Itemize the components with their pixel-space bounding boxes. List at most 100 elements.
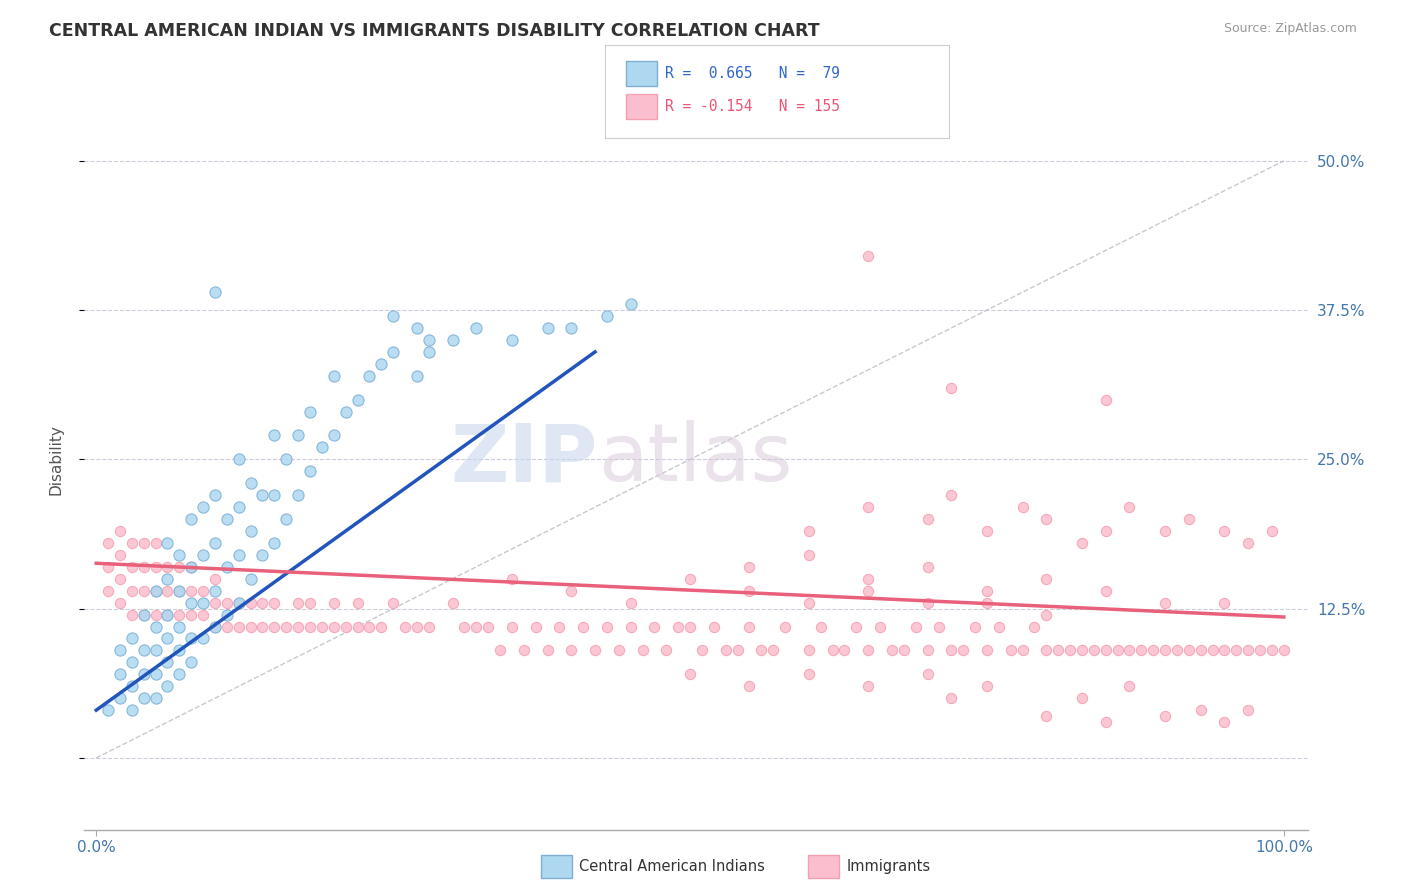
Point [738, 619, 761, 633]
Point [1083, 643, 1105, 657]
Point [204, 536, 226, 550]
Point [97, 536, 120, 550]
Point [263, 596, 285, 610]
Point [298, 464, 321, 478]
Point [180, 632, 202, 646]
Point [156, 607, 179, 622]
Point [191, 548, 214, 562]
Point [1154, 596, 1177, 610]
Point [169, 583, 191, 598]
Point [1118, 679, 1140, 693]
Point [370, 357, 392, 371]
Point [1213, 524, 1236, 538]
Point [145, 643, 167, 657]
Point [453, 619, 475, 633]
Point [298, 596, 321, 610]
Point [941, 643, 963, 657]
Point [583, 643, 606, 657]
Point [1011, 500, 1033, 515]
Point [156, 559, 179, 574]
Point [607, 643, 630, 657]
Point [856, 249, 879, 263]
Point [465, 321, 488, 335]
Point [880, 643, 903, 657]
Point [917, 559, 939, 574]
Point [797, 643, 820, 657]
Point [1261, 524, 1284, 538]
Point [1118, 500, 1140, 515]
Point [346, 392, 368, 407]
Point [679, 619, 702, 633]
Point [738, 559, 761, 574]
Point [797, 667, 820, 681]
Point [204, 488, 226, 502]
Point [1130, 643, 1153, 657]
Point [856, 679, 879, 693]
Point [382, 345, 405, 359]
Point [1118, 643, 1140, 657]
Point [204, 583, 226, 598]
Point [1071, 691, 1094, 706]
Point [191, 500, 214, 515]
Point [132, 559, 155, 574]
Point [976, 679, 998, 693]
Point [856, 500, 879, 515]
Point [1071, 536, 1094, 550]
Point [501, 572, 523, 586]
Point [418, 333, 440, 347]
Point [406, 368, 429, 383]
Point [797, 548, 820, 562]
Point [263, 619, 285, 633]
Point [1154, 643, 1177, 657]
Text: R =  0.665   N =  79: R = 0.665 N = 79 [665, 66, 839, 80]
Point [1035, 607, 1057, 622]
Point [180, 656, 202, 670]
Point [1213, 715, 1236, 730]
Point [773, 619, 796, 633]
Point [145, 607, 167, 622]
Point [1094, 715, 1116, 730]
Point [204, 619, 226, 633]
Point [524, 619, 547, 633]
Point [276, 619, 298, 633]
Point [987, 619, 1010, 633]
Text: atlas: atlas [598, 420, 793, 499]
Point [548, 619, 571, 633]
Point [655, 643, 678, 657]
Point [298, 404, 321, 418]
Point [738, 583, 761, 598]
Point [263, 536, 285, 550]
Point [322, 428, 344, 442]
Point [276, 452, 298, 467]
Point [252, 596, 274, 610]
Point [976, 596, 998, 610]
Point [169, 667, 191, 681]
Point [666, 619, 689, 633]
Point [441, 596, 464, 610]
Point [1225, 643, 1247, 657]
Point [145, 559, 167, 574]
Point [121, 679, 143, 693]
Point [560, 583, 582, 598]
Point [418, 619, 440, 633]
Point [180, 559, 202, 574]
Point [228, 619, 250, 633]
Point [620, 297, 643, 311]
Point [1035, 709, 1057, 723]
Point [1094, 524, 1116, 538]
Point [121, 583, 143, 598]
Point [145, 583, 167, 598]
Point [335, 619, 357, 633]
Point [335, 404, 357, 418]
Point [382, 309, 405, 323]
Point [596, 619, 619, 633]
Point [963, 619, 986, 633]
Point [976, 524, 998, 538]
Point [228, 452, 250, 467]
Point [1237, 536, 1260, 550]
Point [263, 488, 285, 502]
Point [108, 596, 131, 610]
Point [856, 643, 879, 657]
Point [620, 596, 643, 610]
Point [156, 572, 179, 586]
